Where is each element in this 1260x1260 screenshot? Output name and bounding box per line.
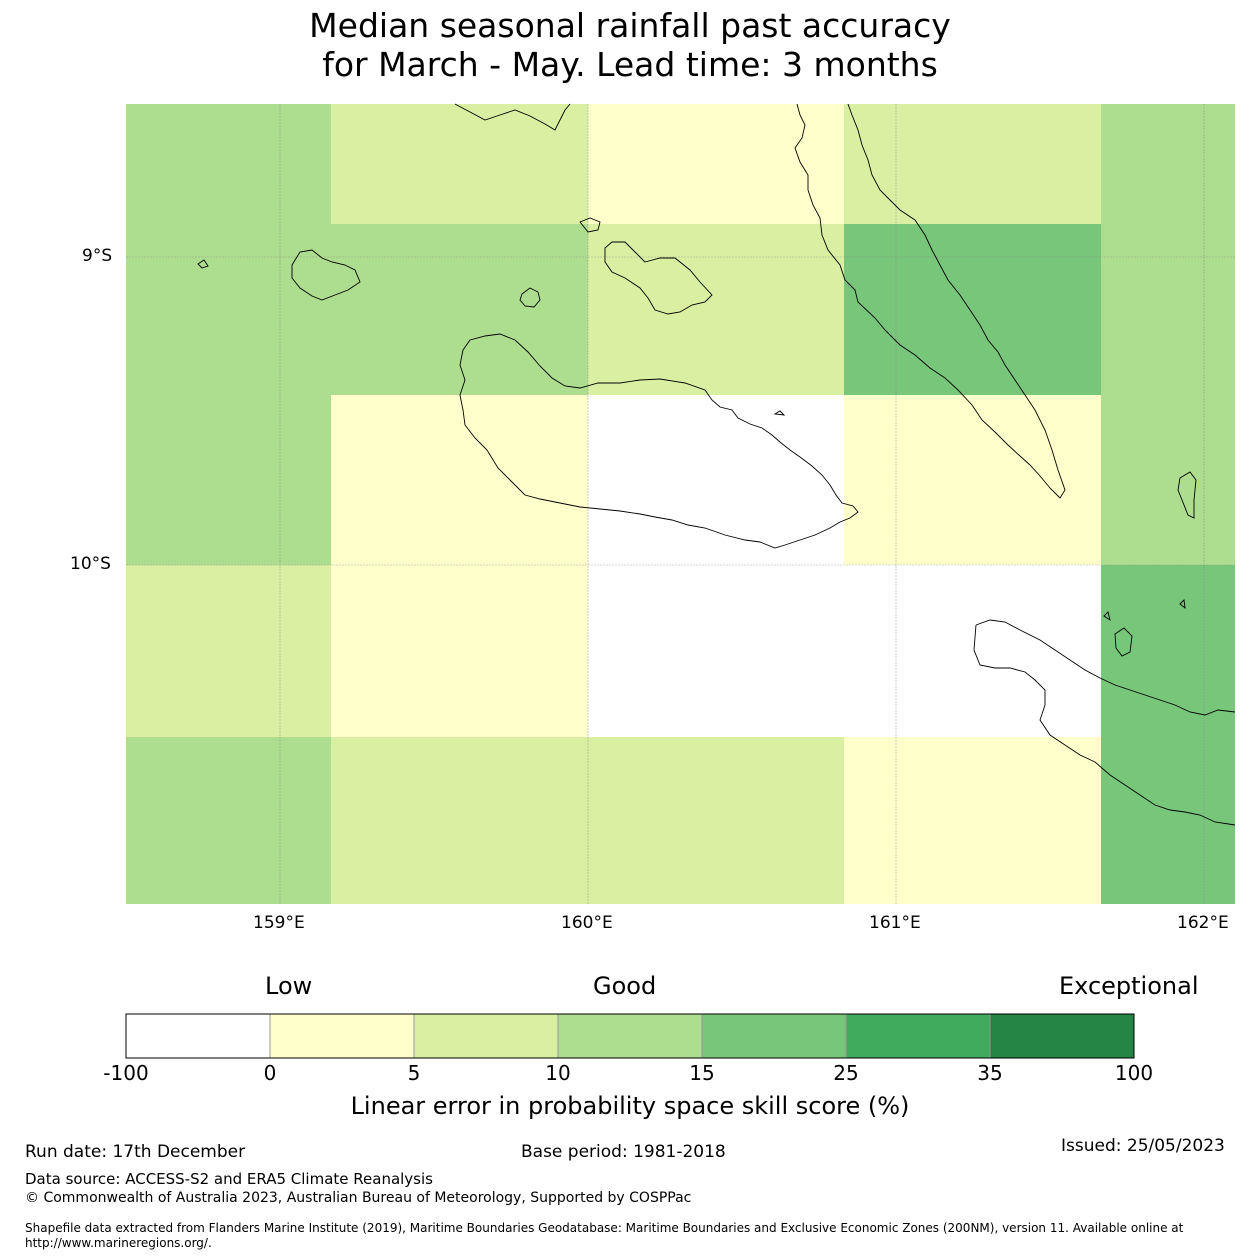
grid-cell — [126, 224, 331, 395]
grid-cell — [126, 104, 331, 224]
colorbar-segment — [270, 1014, 414, 1058]
colorbar-label: Linear error in probability space skill … — [350, 1092, 910, 1120]
grid-cell — [331, 565, 588, 737]
island-coastline — [1114, 627, 1133, 657]
island-coastline — [197, 259, 209, 269]
grid-cell — [126, 737, 331, 904]
colorbar-tick: 25 — [833, 1061, 859, 1085]
colorbar-segment — [990, 1014, 1134, 1058]
colorbar-tick: 10 — [545, 1061, 571, 1085]
grid-cell — [588, 224, 844, 395]
colorbar-tick: 5 — [407, 1061, 421, 1085]
colorbar-tick: 100 — [1114, 1061, 1154, 1085]
lat-label: 9°S — [82, 246, 113, 266]
colorbar-segment — [126, 1014, 270, 1058]
colorbar-tick: 15 — [689, 1061, 715, 1085]
colorbar-category-good: Good — [593, 972, 657, 1000]
grid-cell — [331, 395, 588, 565]
grid-cell — [588, 104, 844, 224]
grid-cell — [844, 224, 1101, 395]
colorbar-tick: -100 — [103, 1061, 149, 1085]
guadalcanal-coastline — [459, 333, 859, 549]
grid-cell — [1101, 737, 1235, 904]
russell-islands-coastline — [291, 249, 361, 301]
lon-label: 162°E — [1177, 913, 1229, 933]
grid-cell — [588, 565, 1101, 737]
colorbar-segment — [414, 1014, 558, 1058]
chart-title-line2: for March - May. Lead time: 3 months — [322, 45, 938, 84]
skill-grid — [126, 104, 1235, 904]
savo-island-coastline — [519, 287, 541, 308]
grid-cell — [1101, 565, 1235, 737]
lon-label: 160°E — [561, 913, 613, 933]
run-date: Run date: 17th December — [25, 1142, 246, 1162]
malaita-coastline — [794, 103, 1066, 499]
island-coastline — [1179, 599, 1186, 610]
island-coastline — [454, 103, 571, 131]
grid-cell — [331, 737, 844, 904]
island-coastline — [1103, 611, 1111, 622]
grid-cell — [126, 565, 331, 737]
colorbar-segment — [846, 1014, 990, 1058]
colorbar-tick: 35 — [977, 1061, 1003, 1085]
grid-cell — [844, 395, 1101, 565]
base-period: Base period: 1981-2018 — [521, 1142, 726, 1162]
coastlines — [197, 103, 1236, 826]
colorbar-segment — [702, 1014, 846, 1058]
island-coastline — [1177, 471, 1197, 519]
chart-title-line1: Median seasonal rainfall past accuracy — [309, 6, 951, 45]
grid-cell — [844, 104, 1101, 224]
grid-cell — [588, 395, 844, 565]
graticule — [126, 104, 1235, 904]
grid-cell — [1101, 104, 1235, 224]
colorbar-category-exceptional: Exceptional — [1059, 972, 1199, 1000]
shapefile-credit: Shapefile data extracted from Flanders M… — [25, 1221, 1184, 1250]
san-cristobal-coastline — [975, 619, 1236, 716]
island-coastline — [579, 217, 601, 233]
colorbar-segment — [558, 1014, 702, 1058]
copyright: © Commonwealth of Australia 2023, Austra… — [25, 1190, 692, 1206]
grid-cell — [1101, 224, 1235, 395]
colorbar — [125, 1013, 1135, 1059]
lat-label: 10°S — [70, 554, 111, 574]
island-coastline — [773, 410, 786, 416]
colorbar-tick: 0 — [263, 1061, 277, 1085]
lon-label: 159°E — [253, 913, 305, 933]
nggela-islands-coastline — [604, 241, 713, 315]
grid-cell — [1101, 395, 1235, 565]
colorbar-category-low: Low — [265, 972, 313, 1000]
colorbar-frame — [125, 1013, 1135, 1059]
grid-cell — [331, 224, 588, 395]
grid-cell — [844, 737, 1101, 904]
san-cristobal-south-coastline — [973, 624, 1236, 826]
grid-cell — [126, 395, 331, 565]
issued-date: Issued: 25/05/2023 — [1061, 1136, 1225, 1156]
data-source: Data source: ACCESS-S2 and ERA5 Climate … — [25, 1170, 433, 1188]
lon-label: 161°E — [869, 913, 921, 933]
grid-cell — [331, 104, 588, 224]
